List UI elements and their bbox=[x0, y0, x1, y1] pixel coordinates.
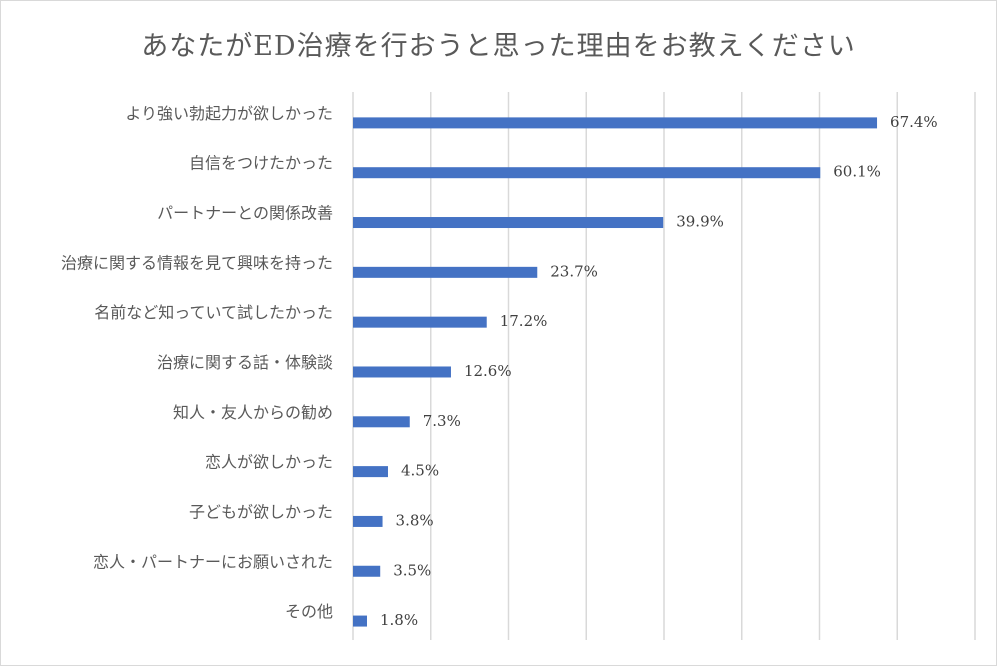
category-label-7: 恋人が欲しかった bbox=[205, 453, 333, 472]
value-label-4: 17.2% bbox=[500, 312, 548, 330]
gridlines bbox=[352, 92, 976, 640]
category-label-10: その他 bbox=[285, 602, 333, 621]
bar-6 bbox=[353, 416, 410, 428]
bar-4 bbox=[353, 316, 487, 328]
category-label-6: 知人・友人からの勧め bbox=[173, 403, 333, 422]
value-labels: 67.4% 60.1% 39.9% 23.7% 17.2% 12.6% 7.3% 4.5% 3.… bbox=[380, 113, 938, 629]
bar-0 bbox=[353, 117, 878, 129]
category-label-0: より強い勃起力が欲しかった bbox=[125, 104, 333, 123]
bar-10 bbox=[353, 615, 367, 627]
category-label-9: 恋人・パートナーにお願いされた bbox=[93, 552, 333, 571]
category-label-3: 治療に関する情報を見て興味を持った bbox=[61, 253, 333, 272]
value-label-9: 3.5% bbox=[393, 561, 431, 579]
bars bbox=[353, 117, 878, 627]
bar-8 bbox=[353, 515, 383, 527]
category-label-2: パートナーとの関係改善 bbox=[157, 204, 333, 223]
category-label-8: 子どもが欲しかった bbox=[189, 502, 333, 521]
value-label-2: 39.9% bbox=[676, 213, 724, 231]
category-label-4: 名前など知っていて試したかった bbox=[94, 303, 333, 322]
category-label-1: 自信をつけたかった bbox=[189, 154, 333, 173]
bar-1 bbox=[353, 167, 821, 179]
value-label-10: 1.8% bbox=[380, 611, 418, 629]
bar-5 bbox=[353, 366, 451, 378]
value-label-6: 7.3% bbox=[423, 412, 461, 430]
value-label-1: 60.1% bbox=[833, 163, 881, 181]
value-label-0: 67.4% bbox=[890, 113, 938, 131]
value-label-7: 4.5% bbox=[401, 462, 439, 480]
category-label-5: 治療に関する話・体験談 bbox=[157, 353, 333, 372]
chart-title: あなたがED治療を行おうと思った理由をお教えください bbox=[141, 31, 856, 62]
value-label-8: 3.8% bbox=[396, 511, 434, 529]
bar-2 bbox=[353, 217, 664, 229]
category-labels: より強い勃起力が欲しかった自信をつけたかったパートナーとの関係改善治療に関する情… bbox=[61, 104, 333, 621]
bar-3 bbox=[353, 266, 538, 278]
bar-9 bbox=[353, 565, 381, 577]
value-label-3: 23.7% bbox=[550, 262, 598, 280]
bar-7 bbox=[353, 466, 388, 478]
value-label-5: 12.6% bbox=[464, 362, 512, 380]
